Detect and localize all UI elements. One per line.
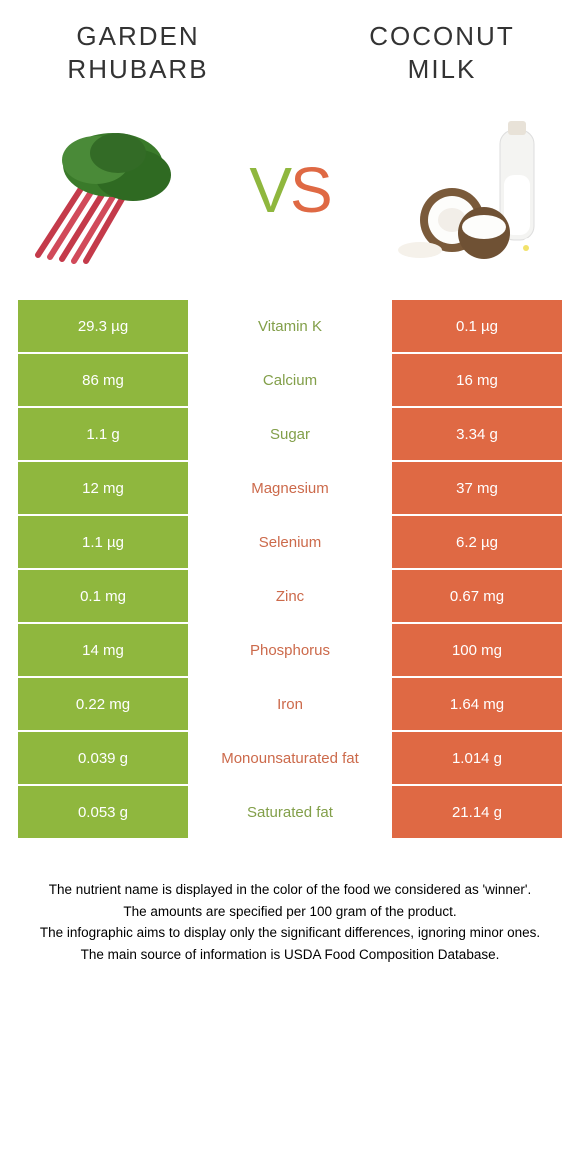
table-row: 12 mgMagnesium37 mg xyxy=(18,462,562,516)
right-food-title: COCONUT MILK xyxy=(322,20,562,85)
left-value: 0.053 g xyxy=(18,786,188,838)
nutrient-label: Iron xyxy=(188,678,392,730)
left-value: 0.22 mg xyxy=(18,678,188,730)
left-value: 14 mg xyxy=(18,624,188,676)
nutrient-label: Sugar xyxy=(188,408,392,460)
left-value: 0.1 mg xyxy=(18,570,188,622)
right-value: 1.64 mg xyxy=(392,678,562,730)
footer-notes: The nutrient name is displayed in the co… xyxy=(18,880,562,964)
table-row: 29.3 µgVitamin K0.1 µg xyxy=(18,300,562,354)
rhubarb-image xyxy=(18,115,188,265)
right-value: 3.34 g xyxy=(392,408,562,460)
table-row: 0.22 mgIron1.64 mg xyxy=(18,678,562,732)
right-value: 0.67 mg xyxy=(392,570,562,622)
left-value: 12 mg xyxy=(18,462,188,514)
left-food-title: GARDEN RHUBARB xyxy=(18,20,258,85)
footer-line: The infographic aims to display only the… xyxy=(28,923,552,943)
right-value: 6.2 µg xyxy=(392,516,562,568)
coconut-image xyxy=(392,115,562,265)
vs-s: S xyxy=(290,154,331,226)
header: GARDEN RHUBARB COCONUT MILK xyxy=(18,20,562,85)
nutrient-label: Zinc xyxy=(188,570,392,622)
right-value: 1.014 g xyxy=(392,732,562,784)
vs-label: VS xyxy=(249,153,330,227)
right-value: 16 mg xyxy=(392,354,562,406)
nutrient-label: Magnesium xyxy=(188,462,392,514)
table-row: 1.1 µgSelenium6.2 µg xyxy=(18,516,562,570)
right-value: 37 mg xyxy=(392,462,562,514)
table-row: 0.053 gSaturated fat21.14 g xyxy=(18,786,562,840)
footer-line: The amounts are specified per 100 gram o… xyxy=(28,902,552,922)
nutrient-label: Selenium xyxy=(188,516,392,568)
left-value: 86 mg xyxy=(18,354,188,406)
table-row: 86 mgCalcium16 mg xyxy=(18,354,562,408)
comparison-table: 29.3 µgVitamin K0.1 µg86 mgCalcium16 mg1… xyxy=(18,300,562,840)
table-row: 14 mgPhosphorus100 mg xyxy=(18,624,562,678)
right-value: 0.1 µg xyxy=(392,300,562,352)
left-value: 1.1 g xyxy=(18,408,188,460)
table-row: 1.1 gSugar3.34 g xyxy=(18,408,562,462)
footer-line: The nutrient name is displayed in the co… xyxy=(28,880,552,900)
table-row: 0.1 mgZinc0.67 mg xyxy=(18,570,562,624)
images-row: VS xyxy=(18,110,562,270)
nutrient-label: Phosphorus xyxy=(188,624,392,676)
left-value: 29.3 µg xyxy=(18,300,188,352)
nutrient-label: Saturated fat xyxy=(188,786,392,838)
left-value: 1.1 µg xyxy=(18,516,188,568)
nutrient-label: Monounsaturated fat xyxy=(188,732,392,784)
footer-line: The main source of information is USDA F… xyxy=(28,945,552,965)
right-value: 100 mg xyxy=(392,624,562,676)
vs-v: V xyxy=(249,154,290,226)
right-value: 21.14 g xyxy=(392,786,562,838)
table-row: 0.039 gMonounsaturated fat1.014 g xyxy=(18,732,562,786)
nutrient-label: Vitamin K xyxy=(188,300,392,352)
nutrient-label: Calcium xyxy=(188,354,392,406)
left-value: 0.039 g xyxy=(18,732,188,784)
